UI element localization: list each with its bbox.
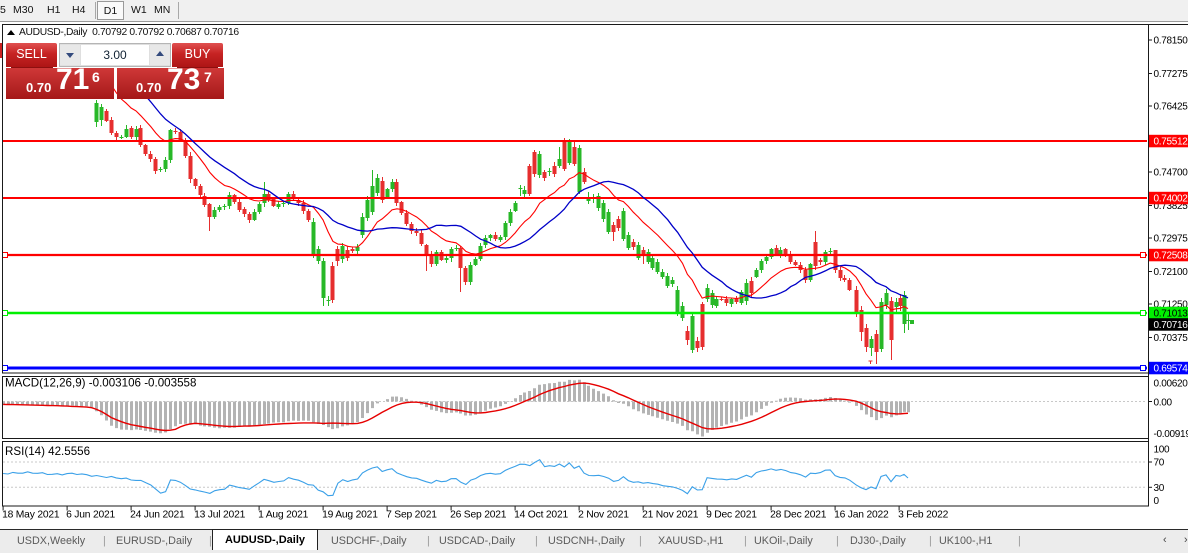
svg-text:24 Jun 2021: 24 Jun 2021 xyxy=(130,510,185,521)
svg-text:13 Jul 2021: 13 Jul 2021 xyxy=(194,510,246,521)
svg-text:100: 100 xyxy=(1154,445,1171,456)
svg-text:0.77275: 0.77275 xyxy=(1154,69,1188,80)
svg-text:7 Sep 2021: 7 Sep 2021 xyxy=(386,510,437,521)
svg-text:MACD(12,26,9) -0.003106 -0.003: MACD(12,26,9) -0.003106 -0.003558 xyxy=(5,377,196,390)
svg-text:0.74700: 0.74700 xyxy=(1154,168,1188,179)
svg-text:70: 70 xyxy=(1154,458,1165,469)
svg-text:0.72508: 0.72508 xyxy=(1154,251,1188,262)
svg-text:6 Jun 2021: 6 Jun 2021 xyxy=(66,510,115,521)
svg-text:0.71013: 0.71013 xyxy=(1154,309,1188,320)
svg-text:0.74002: 0.74002 xyxy=(1154,194,1188,205)
svg-text:0.72975: 0.72975 xyxy=(1154,234,1188,245)
svg-text:0.75512: 0.75512 xyxy=(1154,137,1188,148)
svg-text:0.71250: 0.71250 xyxy=(1154,300,1188,311)
svg-text:0.78150: 0.78150 xyxy=(1154,36,1188,47)
svg-text:0.00: 0.00 xyxy=(1154,398,1173,409)
svg-text:2 Nov 2021: 2 Nov 2021 xyxy=(578,510,629,521)
svg-text:21 Nov 2021: 21 Nov 2021 xyxy=(642,510,699,521)
svg-text:0.006201: 0.006201 xyxy=(1154,379,1188,390)
svg-text:0.73825: 0.73825 xyxy=(1154,201,1188,212)
svg-text:0.72100: 0.72100 xyxy=(1154,267,1188,278)
svg-text:0.70375: 0.70375 xyxy=(1154,333,1188,344)
svg-text:14 Oct 2021: 14 Oct 2021 xyxy=(514,510,568,521)
svg-text:0.76425: 0.76425 xyxy=(1154,102,1188,113)
svg-text:18 May 2021: 18 May 2021 xyxy=(2,510,60,521)
svg-text:RSI(14) 42.5556: RSI(14) 42.5556 xyxy=(5,445,90,458)
svg-text:0.70716: 0.70716 xyxy=(1154,320,1188,331)
svg-text:9 Dec 2021: 9 Dec 2021 xyxy=(706,510,757,521)
svg-text:0.69574: 0.69574 xyxy=(1154,364,1188,375)
svg-text:30: 30 xyxy=(1154,483,1165,494)
svg-text:0: 0 xyxy=(1154,496,1160,507)
svg-text:19 Aug 2021: 19 Aug 2021 xyxy=(322,510,378,521)
svg-text:16 Jan 2022: 16 Jan 2022 xyxy=(834,510,889,521)
svg-text:-0.009195: -0.009195 xyxy=(1154,429,1188,440)
svg-text:3 Feb 2022: 3 Feb 2022 xyxy=(898,510,949,521)
svg-text:26 Sep 2021: 26 Sep 2021 xyxy=(450,510,507,521)
svg-text:1 Aug 2021: 1 Aug 2021 xyxy=(258,510,309,521)
svg-text:28 Dec 2021: 28 Dec 2021 xyxy=(770,510,827,521)
